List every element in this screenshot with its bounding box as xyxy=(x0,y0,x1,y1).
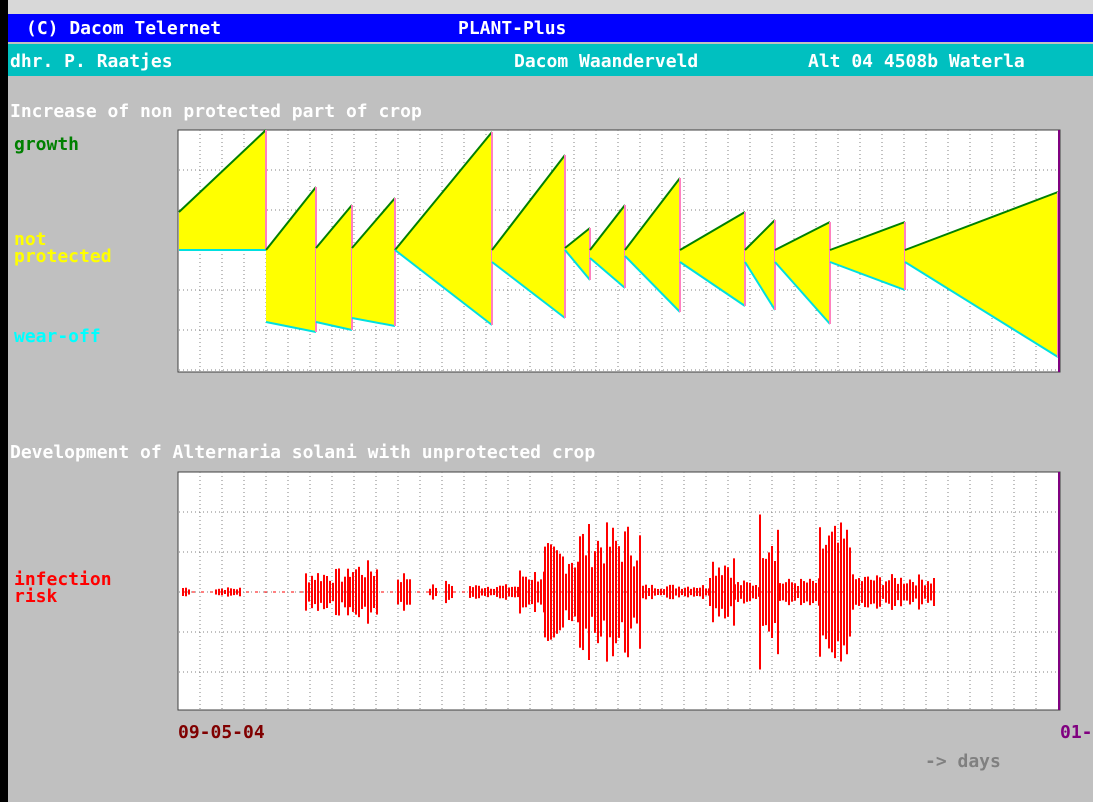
unprotected-area xyxy=(179,130,266,250)
legend-protected: protected xyxy=(14,246,112,267)
unprotected-area xyxy=(395,132,492,325)
wear-off-line xyxy=(564,249,591,281)
legend-infection: infection xyxy=(14,569,112,590)
axis-start: 09-05-04 xyxy=(178,722,265,743)
company: Dacom Waanderveld xyxy=(514,51,698,72)
unprotected-area xyxy=(625,178,680,312)
unprotected-area xyxy=(352,198,395,326)
wear-off-line xyxy=(904,261,1059,358)
growth-line xyxy=(265,186,317,251)
axis-unit: -> days xyxy=(925,751,1001,772)
panel-title: Development of Alternaria solani with un… xyxy=(10,442,595,463)
growth-line xyxy=(679,211,746,251)
address: Alt 04 4508b Waterla xyxy=(808,51,1025,72)
unprotected-area xyxy=(316,205,352,330)
wear-off-line xyxy=(829,261,906,291)
growth-line xyxy=(624,177,681,251)
growth-line xyxy=(774,221,831,251)
unprotected-area xyxy=(905,192,1058,357)
info-bar xyxy=(8,44,1093,76)
top-strip xyxy=(0,0,1093,14)
growth-line xyxy=(178,129,267,213)
unprotected-area xyxy=(775,222,830,324)
wear-off-line xyxy=(589,257,626,289)
growth-line xyxy=(394,131,493,251)
unprotected-area xyxy=(565,228,590,280)
growth-line xyxy=(351,197,396,249)
unprotected-area xyxy=(830,222,905,290)
unprotected-area xyxy=(590,205,625,288)
growth-line xyxy=(564,227,591,249)
unprotected-area xyxy=(492,155,565,318)
left-border xyxy=(0,0,8,802)
wear-off-line xyxy=(351,317,396,327)
wear-off-line xyxy=(624,255,681,313)
wear-off-line xyxy=(394,249,493,326)
app-name: PLANT-Plus xyxy=(458,18,566,39)
legend-wear-off: wear-off xyxy=(14,326,101,347)
protection-chart xyxy=(178,129,1059,372)
axis-end: 01- xyxy=(1060,722,1093,743)
wear-off-line xyxy=(774,261,831,325)
legend-not: not xyxy=(14,229,47,250)
wear-off-line xyxy=(265,321,317,333)
legend-growth: growth xyxy=(14,134,79,155)
growth-line xyxy=(904,191,1059,251)
user: dhr. P. Raatjes xyxy=(10,51,173,72)
growth-line xyxy=(315,204,353,249)
growth-line xyxy=(744,219,776,251)
legend-risk: risk xyxy=(14,586,58,607)
wear-off-line xyxy=(315,321,353,331)
growth-line xyxy=(491,154,566,251)
unprotected-area xyxy=(266,187,316,332)
disease-chart xyxy=(179,472,1058,710)
unprotected-area xyxy=(680,212,745,306)
wear-off-line xyxy=(744,261,776,311)
wear-off-line xyxy=(491,261,566,319)
growth-line xyxy=(589,204,626,251)
growth-line xyxy=(829,221,906,251)
panel-title: Increase of non protected part of crop xyxy=(10,101,422,122)
wear-off-line xyxy=(679,261,746,307)
copyright: (C) Dacom Telernet xyxy=(26,18,221,39)
title-bar xyxy=(8,14,1093,42)
